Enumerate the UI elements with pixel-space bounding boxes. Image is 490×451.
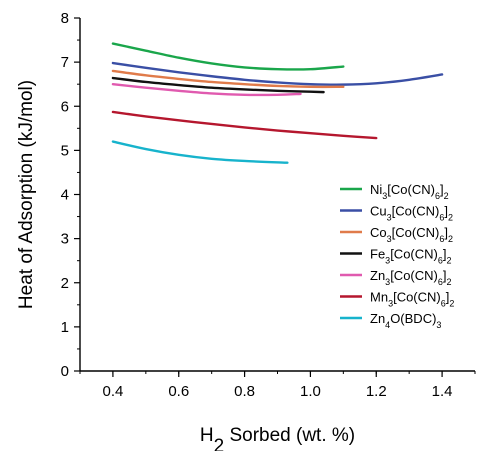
series-line-fe	[111, 76, 325, 94]
x-tick-label: 1.2	[366, 383, 387, 400]
legend-label-co: Co3[Co(CN)6]2	[370, 225, 453, 244]
series-line-cu	[111, 61, 444, 86]
x-tick-label: 0.6	[168, 383, 189, 400]
legend: Ni3[Co(CN)6]2 Cu3[Co(CN)6]2 Co3[Co(CN)6]2 F…	[340, 182, 454, 330]
y-tick-label: 2	[61, 275, 69, 292]
series-line-ni	[111, 42, 345, 71]
x-tick-label: 1.4	[432, 383, 453, 400]
series-lines-group	[111, 42, 444, 164]
y-tick-label: 3	[61, 231, 69, 248]
series-line-mn	[111, 110, 378, 140]
y-tick-label: 1	[61, 319, 69, 336]
legend-label-cu: Cu3[Co(CN)6]2	[370, 204, 453, 223]
x-axis-label: H2 Sorbed (wt. %)	[200, 425, 355, 451]
legend-label-fe: Fe3[Co(CN)6]2	[370, 247, 452, 266]
legend-label-zno: Zn4O(BDC)3	[370, 311, 441, 330]
x-tick-label: 0.4	[102, 383, 123, 400]
y-tick-label: 6	[61, 98, 69, 115]
y-tick-label: 4	[61, 187, 69, 204]
axes-group: 0 1 2 3 4 5 6 7 8 0.4 0.6 0.8 1.0 1.2 1.4	[61, 10, 476, 400]
series-line-zn	[111, 82, 302, 97]
x-tick-label: 0.8	[234, 383, 255, 400]
y-tick-label: 5	[61, 142, 69, 159]
y-tick-label: 7	[61, 54, 69, 71]
series-line-co	[111, 69, 345, 89]
series-line-zno	[111, 140, 289, 164]
y-tick-label: 0	[61, 363, 69, 380]
legend-label-mn: Mn3[Co(CN)6]2	[370, 290, 454, 309]
y-axis-label: Heat of Adsorption (kJ/mol)	[16, 80, 37, 309]
legend-label-ni: Ni3[Co(CN)6]2	[370, 182, 449, 201]
x-tick-label: 1.0	[300, 383, 321, 400]
y-tick-label: 8	[61, 10, 69, 27]
legend-label-zn: Zn3[Co(CN)6]2	[370, 268, 452, 287]
